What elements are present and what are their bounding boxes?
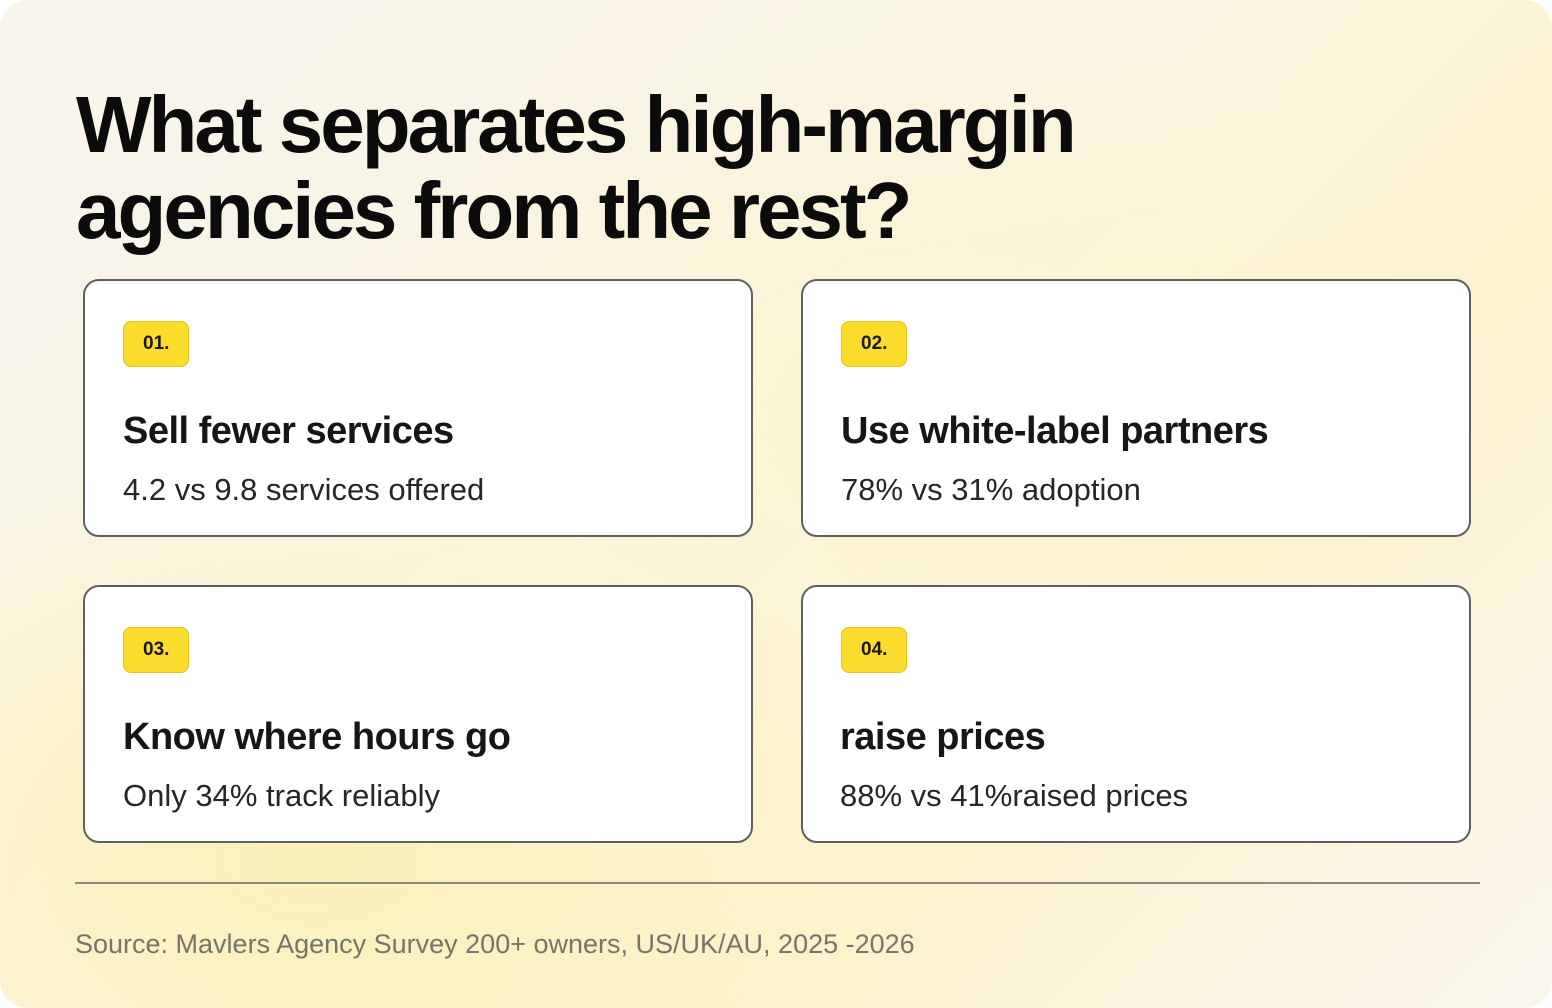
card-subtitle: 4.2 vs 9.8 services offered: [123, 472, 485, 507]
card-title: raise prices: [840, 716, 1046, 758]
number-badge: 02.: [841, 321, 908, 367]
stat-card-4: 04. raise prices 88% vs 41%raised prices: [801, 585, 1471, 843]
footer-divider: [75, 882, 1480, 884]
source-note: Source: Mavlers Agency Survey 200+ owner…: [75, 929, 915, 959]
page-title-line-2: agencies from the rest?: [76, 166, 912, 255]
number-badge: 01.: [123, 321, 190, 367]
card-subtitle: 88% vs 41%raised prices: [840, 778, 1189, 813]
stat-card-1: 01. Sell fewer services 4.2 vs 9.8 servi…: [83, 279, 753, 537]
number-badge: 03.: [123, 627, 190, 673]
page-title-line-1: What separates high-margin: [76, 80, 1077, 169]
number-badge: 04.: [841, 627, 908, 673]
card-title: Know where hours go: [123, 716, 511, 758]
stat-card-3: 03. Know where hours go Only 34% track r…: [83, 585, 753, 843]
stat-card-2: 02. Use white-label partners 78% vs 31% …: [801, 279, 1471, 537]
card-subtitle: 78% vs 31% adoption: [841, 472, 1141, 507]
card-title: Use white-label partners: [841, 410, 1269, 452]
card-title: Sell fewer services: [123, 410, 454, 452]
card-subtitle: Only 34% track reliably: [123, 778, 441, 813]
page-title: What separates high-margin agencies from…: [76, 80, 1077, 255]
